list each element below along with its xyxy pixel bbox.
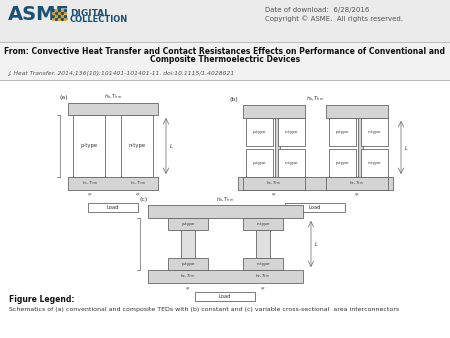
Bar: [0, 80, 450, 81]
Text: $q_c$: $q_c$: [271, 192, 277, 198]
Text: Figure Legend:: Figure Legend:: [9, 295, 75, 305]
Text: $L$: $L$: [404, 144, 408, 151]
Bar: [326, 177, 388, 190]
Bar: [329, 118, 356, 146]
Bar: [329, 149, 356, 177]
Bar: [0, 0, 450, 42]
Text: $q_c$: $q_c$: [185, 285, 191, 291]
Text: p-type: p-type: [253, 161, 266, 165]
Text: n-type: n-type: [256, 262, 270, 266]
Text: $q_c$: $q_c$: [354, 192, 360, 198]
Text: ASME: ASME: [8, 5, 70, 24]
Text: (c): (c): [140, 197, 148, 202]
Text: Load: Load: [107, 205, 119, 210]
Bar: [246, 149, 273, 177]
Bar: [148, 270, 303, 283]
Bar: [243, 218, 283, 230]
Text: n-type: n-type: [256, 222, 270, 226]
Bar: [68, 177, 158, 190]
Text: $q_c$: $q_c$: [260, 285, 266, 291]
Text: p-type: p-type: [181, 222, 195, 226]
Bar: [243, 105, 305, 118]
Text: (a): (a): [60, 95, 68, 99]
Text: Copyright © ASME.  All rights reserved.: Copyright © ASME. All rights reserved.: [265, 16, 403, 22]
Text: $h_h, T_{hm}$: $h_h, T_{hm}$: [216, 196, 234, 204]
Text: $h_h, T_{hm}$: $h_h, T_{hm}$: [306, 95, 324, 103]
Text: Composite Thermoelectric Devices: Composite Thermoelectric Devices: [150, 55, 300, 65]
Bar: [238, 177, 393, 190]
Text: COLLECTION: COLLECTION: [70, 16, 128, 24]
Text: n-type: n-type: [128, 144, 145, 148]
Bar: [278, 118, 305, 146]
Text: Date of download:  6/28/2016: Date of download: 6/28/2016: [265, 7, 369, 13]
Text: p-type: p-type: [81, 144, 98, 148]
Text: $L$: $L$: [314, 240, 318, 248]
Text: p-type: p-type: [336, 130, 349, 134]
Bar: [148, 205, 303, 218]
Text: Load: Load: [309, 205, 321, 210]
Bar: [73, 115, 105, 177]
Text: DIGITAL: DIGITAL: [70, 8, 110, 18]
Bar: [181, 230, 195, 258]
Text: $h_c, T_{cm}$: $h_c, T_{cm}$: [82, 179, 98, 187]
Bar: [243, 177, 305, 190]
Bar: [0, 42, 450, 43]
Text: $h_c, T_{cm}$: $h_c, T_{cm}$: [266, 179, 282, 187]
Text: $h_c, T_{cm}$: $h_c, T_{cm}$: [180, 272, 196, 280]
Bar: [168, 258, 208, 270]
Text: n-type: n-type: [368, 130, 381, 134]
Bar: [195, 292, 255, 301]
Bar: [285, 203, 345, 212]
Text: n-type: n-type: [285, 130, 298, 134]
Bar: [361, 149, 388, 177]
Bar: [121, 115, 153, 177]
Bar: [68, 103, 158, 115]
Text: $h_c, T_{cm}$: $h_c, T_{cm}$: [350, 179, 365, 187]
Text: p-type: p-type: [253, 130, 266, 134]
Text: J. Heat Transfer. 2014;136(10):101401-101401-11. doi:10.1115/1.4028021: J. Heat Transfer. 2014;136(10):101401-10…: [9, 71, 235, 75]
Bar: [246, 118, 273, 146]
Bar: [275, 118, 280, 177]
Text: n-type: n-type: [368, 161, 381, 165]
Bar: [358, 118, 363, 177]
Text: From: Convective Heat Transfer and Contact Resistances Effects on Performance of: From: Convective Heat Transfer and Conta…: [4, 48, 446, 56]
Text: $h_h, T_{hm}$: $h_h, T_{hm}$: [104, 93, 122, 101]
Text: $h_c, T_{cm}$: $h_c, T_{cm}$: [130, 179, 146, 187]
Bar: [278, 149, 305, 177]
Bar: [243, 258, 283, 270]
Text: Load: Load: [219, 294, 231, 299]
Text: n-type: n-type: [285, 161, 298, 165]
Bar: [256, 230, 270, 258]
Bar: [361, 118, 388, 146]
Text: $h_c, T_{cm}$: $h_c, T_{cm}$: [256, 272, 270, 280]
Text: p-type: p-type: [181, 262, 195, 266]
Text: $q_c$: $q_c$: [135, 192, 141, 198]
Bar: [88, 203, 138, 212]
Bar: [326, 105, 388, 118]
Bar: [168, 218, 208, 230]
Text: $L$: $L$: [169, 142, 173, 150]
Bar: [0, 42, 450, 80]
Text: $q_c$: $q_c$: [87, 192, 93, 198]
Text: p-type: p-type: [336, 161, 349, 165]
Text: (b): (b): [230, 97, 238, 101]
Text: Schematics of (a) conventional and composite TEDs with (b) constant and (c) vari: Schematics of (a) conventional and compo…: [9, 308, 399, 313]
